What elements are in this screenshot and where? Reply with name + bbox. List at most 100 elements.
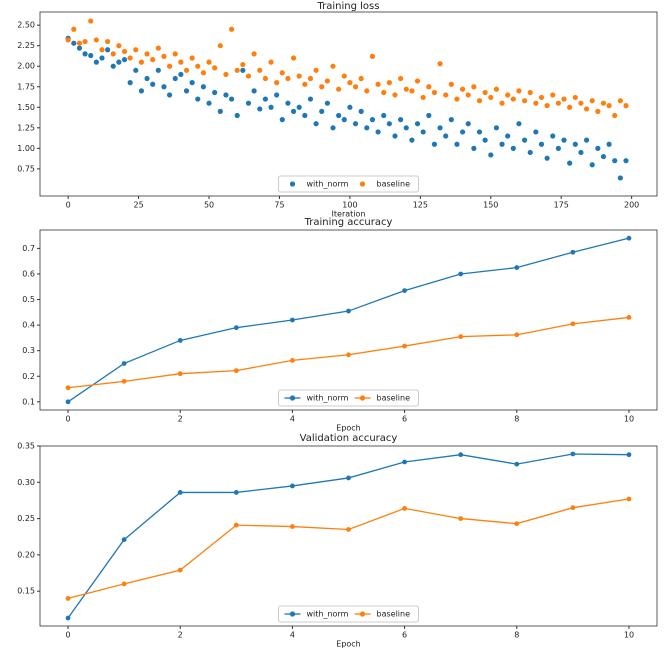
point	[195, 63, 201, 69]
point	[121, 48, 128, 55]
point	[454, 96, 460, 102]
point	[346, 308, 351, 314]
point	[514, 265, 520, 270]
point	[121, 537, 127, 543]
point	[626, 496, 632, 502]
point	[589, 162, 595, 168]
point	[358, 108, 364, 114]
point	[127, 80, 133, 86]
point	[178, 59, 184, 65]
point	[268, 59, 274, 65]
point	[458, 271, 464, 277]
point	[189, 55, 195, 61]
point	[233, 490, 239, 495]
x-axis-label: Iteration	[332, 210, 366, 219]
x-tick-label: 0	[66, 201, 71, 210]
x-tick-label: 25	[134, 201, 144, 210]
point	[471, 84, 477, 90]
point	[88, 18, 94, 24]
legend-swatch	[289, 611, 296, 617]
x-tick-label: 6	[402, 415, 407, 424]
point	[583, 106, 590, 112]
legend: with_norm baseline	[278, 175, 419, 193]
point	[538, 141, 545, 147]
point	[403, 125, 409, 131]
point	[402, 459, 407, 465]
point	[364, 125, 370, 131]
x-tick-label: 8	[514, 631, 519, 640]
legend: with_norm baseline	[278, 389, 419, 407]
point	[493, 86, 500, 92]
x-tick-label: 10	[624, 415, 634, 424]
point	[285, 100, 291, 106]
point	[402, 343, 407, 349]
y-tick-label: 2.25	[17, 41, 35, 50]
point	[623, 158, 629, 164]
point	[93, 37, 99, 43]
y-tick-label: 1.00	[17, 144, 35, 153]
point	[212, 65, 218, 71]
point	[437, 125, 443, 131]
point	[623, 103, 629, 109]
y-tick-label: 0.20	[17, 550, 35, 559]
point	[381, 89, 387, 96]
point	[172, 75, 178, 82]
plot-area	[39, 11, 658, 197]
point	[488, 152, 494, 158]
point	[392, 92, 398, 98]
point	[233, 522, 239, 528]
point	[375, 81, 381, 87]
point	[570, 451, 576, 457]
point	[488, 94, 494, 101]
point	[240, 61, 246, 68]
point	[319, 108, 325, 114]
point	[262, 75, 268, 82]
point	[166, 63, 173, 69]
point	[398, 117, 404, 123]
point	[364, 88, 370, 94]
point	[510, 96, 516, 102]
point	[262, 96, 268, 102]
point	[324, 100, 330, 106]
point	[161, 53, 167, 59]
point	[302, 81, 308, 87]
point	[420, 94, 426, 101]
point	[458, 334, 464, 340]
point	[166, 92, 173, 98]
point	[533, 100, 539, 106]
point	[82, 51, 88, 57]
point	[476, 129, 483, 135]
point	[116, 43, 122, 49]
series-line	[67, 498, 630, 600]
point	[347, 104, 353, 110]
point	[228, 26, 235, 32]
x-tick-label: 150	[483, 201, 498, 210]
point	[144, 51, 150, 57]
point	[409, 88, 415, 94]
point	[234, 112, 240, 119]
y-tick-label: 0.1	[22, 397, 35, 406]
point	[76, 40, 83, 46]
point	[105, 38, 111, 45]
point	[550, 133, 556, 139]
point	[612, 158, 618, 164]
y-tick-label: 1.25	[17, 123, 35, 132]
point	[443, 92, 449, 98]
point	[65, 399, 71, 405]
point	[245, 73, 252, 79]
point	[245, 100, 252, 106]
plot-area	[39, 445, 658, 627]
point	[352, 84, 359, 90]
point	[290, 483, 295, 489]
point	[251, 88, 257, 94]
y-tick-label: 1.75	[17, 82, 35, 91]
point	[336, 86, 342, 92]
y-tick-label: 0.3	[22, 346, 35, 355]
point	[606, 141, 612, 147]
point	[65, 37, 71, 43]
point	[402, 506, 407, 511]
point	[521, 137, 528, 143]
point	[426, 112, 432, 119]
point	[375, 129, 381, 135]
